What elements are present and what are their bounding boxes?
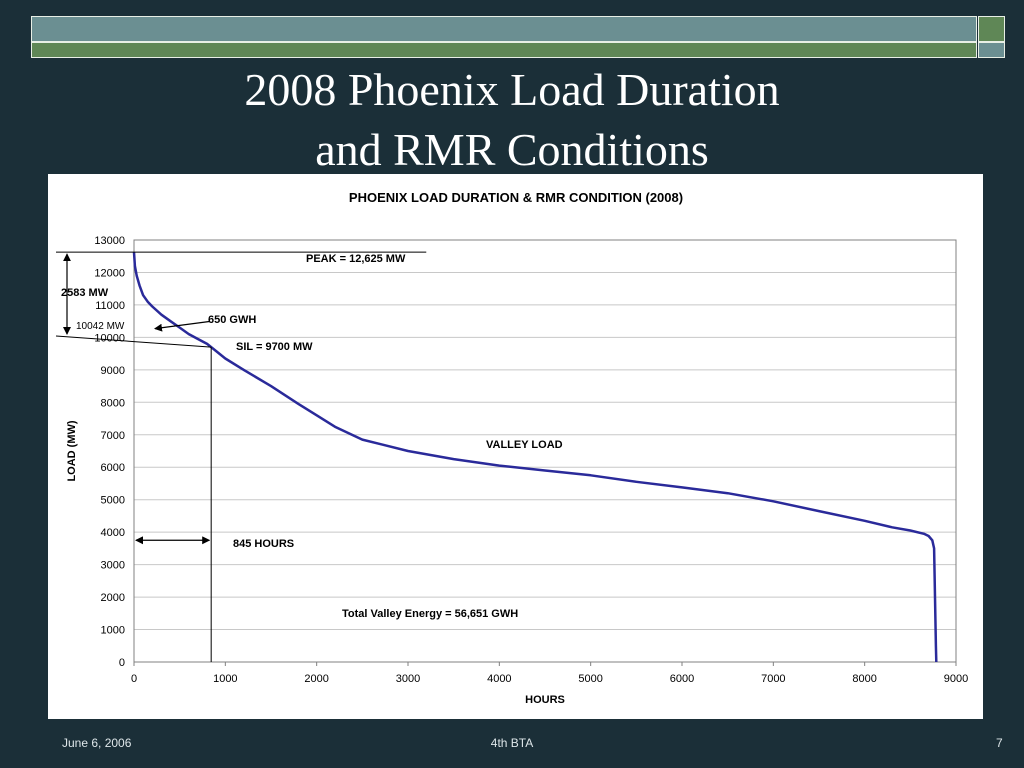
y-tick-label: 11000 (95, 300, 125, 312)
peak-annotation: PEAK = 12,625 MW (306, 253, 406, 265)
sil-annotation: SIL = 9700 MW (236, 341, 313, 353)
mw-span-annotation: 2583 MW (61, 287, 109, 299)
x-tick-label: 2000 (304, 673, 328, 685)
x-tick-label: 5000 (578, 673, 602, 685)
slide-title-line-1: 2008 Phoenix Load Duration (244, 64, 780, 115)
y-tick-label: 8000 (101, 397, 125, 409)
slide-title-line-2: and RMR Conditions (315, 124, 709, 175)
y-tick-label: 12000 (94, 267, 125, 279)
load-duration-chart: PHOENIX LOAD DURATION & RMR CONDITION (2… (55, 190, 968, 706)
header-bar-teal (31, 16, 977, 42)
y-tick-label: 5000 (101, 495, 125, 507)
y-tick-label: 9000 (101, 365, 125, 377)
x-tick-label: 4000 (487, 673, 511, 685)
gwh-annotation: 650 GWH (208, 314, 256, 326)
x-tick-label: 8000 (852, 673, 876, 685)
x-tick-label: 6000 (670, 673, 694, 685)
y-tick-label: 1000 (101, 625, 125, 637)
grid (134, 271, 956, 631)
header-square-green (978, 16, 1005, 42)
gwh-pointer-arrow (154, 320, 210, 332)
header-bar-green (31, 42, 977, 58)
x-tick-label: 0 (131, 673, 137, 685)
x-tick-label: 3000 (396, 673, 420, 685)
mw-base-annotation: 10042 MW (76, 321, 125, 332)
y-tick-label: 4000 (101, 527, 125, 539)
footer-center-label: 4th BTA (490, 736, 534, 750)
y-tick-label: 7000 (101, 430, 125, 442)
y-tick-label: 13000 (94, 235, 125, 247)
header-square-teal (978, 42, 1005, 58)
x-axis-label: HOURS (525, 694, 565, 706)
y-tick-label: 10000 (94, 332, 125, 344)
chart-panel: PHOENIX LOAD DURATION & RMR CONDITION (2… (48, 174, 983, 719)
x-tick-label: 1000 (213, 673, 237, 685)
x-tick-label: 7000 (761, 673, 785, 685)
y-tick-label: 2000 (101, 592, 125, 604)
y-tick-label: 0 (119, 657, 125, 669)
y-tick-label: 6000 (101, 462, 125, 474)
energy-annotation: Total Valley Energy = 56,651 GWH (342, 608, 518, 620)
hours-annotation: 845 HOURS (233, 538, 294, 550)
load-duration-curve (132, 252, 938, 663)
footer-date: June 6, 2006 (62, 736, 132, 750)
chart-title: PHOENIX LOAD DURATION & RMR CONDITION (2… (349, 190, 683, 205)
base-reference-line (55, 335, 212, 348)
x-tick-labels: 0 1000 2000 3000 4000 5000 6000 7000 8000 9000 (131, 662, 968, 685)
y-axis-label: LOAD (MW) (66, 420, 78, 481)
y-tick-labels: 0 1000 2000 3000 4000 5000 6000 7000 8000 9000 100… (94, 235, 125, 669)
x-tick-label: 9000 (944, 673, 968, 685)
y-tick-label: 3000 (101, 560, 125, 572)
footer-page-number: 7 (996, 736, 1003, 750)
valley-annotation: VALLEY LOAD (486, 439, 563, 451)
plot-frame (133, 239, 957, 663)
